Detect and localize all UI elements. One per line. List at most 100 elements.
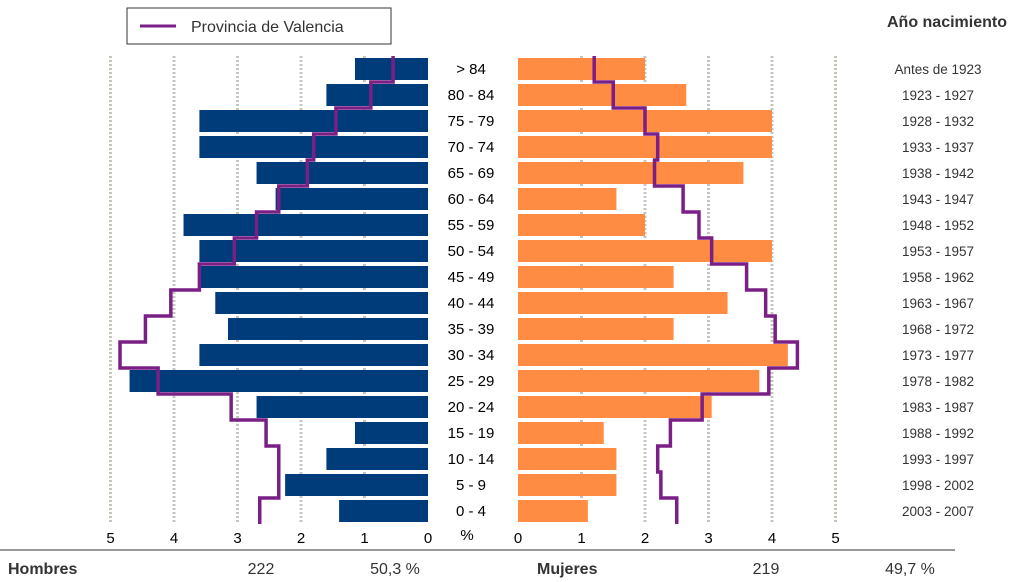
birth-year-label: Antes de 1923 [894, 62, 981, 77]
mujeres-bar [518, 84, 687, 106]
birth-year-label: 1988 - 1992 [902, 426, 974, 441]
x-tick-labels: 5 4 3 2 1 0% 0 1 2 3 4 5 [106, 527, 839, 547]
hombres-bar [183, 214, 428, 236]
province-line-hombres [118, 56, 395, 524]
mujeres-bar [518, 344, 788, 366]
age-label: 5 - 9 [456, 477, 486, 494]
birth-year-label: 1923 - 1927 [902, 88, 974, 103]
age-label: 0 - 4 [456, 503, 486, 520]
mujeres-bar [518, 214, 645, 236]
hombres-bar [199, 240, 428, 262]
age-label: 40 - 44 [448, 295, 495, 312]
x-tick-label: 1 [360, 530, 368, 547]
mujeres-bar [518, 136, 772, 158]
birth-year-label: 1928 - 1932 [902, 114, 974, 129]
mujeres-bar [518, 162, 744, 184]
age-label: > 84 [456, 61, 486, 78]
age-label: 30 - 34 [448, 347, 495, 364]
mujeres-bar [518, 422, 604, 444]
age-label: 10 - 14 [448, 451, 495, 468]
mujeres-count: 219 [753, 561, 780, 578]
mujeres-label: Mujeres [537, 561, 598, 578]
hombres-bar [199, 110, 428, 132]
mujeres-bar [518, 500, 588, 522]
mujeres-bar [518, 396, 712, 418]
birth-year-label: 1963 - 1967 [902, 296, 974, 311]
x-tick-label: 5 [106, 530, 114, 547]
x-tick-label: 5 [831, 530, 839, 547]
x-tick-label: 3 [233, 530, 241, 547]
province-line-mujeres [592, 56, 800, 524]
age-label: 60 - 64 [448, 191, 495, 208]
hombres-bar [275, 188, 428, 210]
age-label: 65 - 69 [448, 165, 495, 182]
legend: Provincia de Valencia [126, 7, 392, 45]
x-tick-label: 2 [297, 530, 305, 547]
birth-year-label: 1968 - 1972 [902, 322, 974, 337]
birth-year-label: 1998 - 2002 [902, 478, 974, 493]
hombres-bar [285, 474, 428, 496]
birth-year-label: 1943 - 1947 [902, 192, 974, 207]
hombres-bar [326, 448, 428, 470]
mujeres-bar [518, 448, 617, 470]
age-label: 55 - 59 [448, 217, 495, 234]
x-tick-label: 0 [514, 530, 522, 547]
birth-year-label: 1953 - 1957 [902, 244, 974, 259]
mujeres-bar [518, 370, 760, 392]
age-label: 35 - 39 [448, 321, 495, 338]
mujeres-bar [518, 188, 617, 210]
age-label: 80 - 84 [448, 87, 495, 104]
age-label: 45 - 49 [448, 269, 495, 286]
age-group-labels: > 84 80 - 84 75 - 79 70 - 74 65 - 69 60 - 64 5… [448, 61, 495, 520]
x-tick-label: 4 [768, 530, 776, 547]
birth-year-label: 1948 - 1952 [902, 218, 974, 233]
mujeres-bar [518, 318, 674, 340]
hombres-pct: 50,3 % [370, 561, 420, 578]
birth-year-label: 1993 - 1997 [902, 452, 974, 467]
hombres-bars [129, 58, 429, 522]
mujeres-bar [518, 292, 728, 314]
hombres-bar [256, 162, 428, 184]
hombres-bar [199, 266, 428, 288]
age-label: 20 - 24 [448, 399, 495, 416]
mujeres-pct: 49,7 % [885, 561, 935, 578]
birth-year-label: 1938 - 1942 [902, 166, 974, 181]
mujeres-bar [518, 266, 674, 288]
birth-year-label: 1973 - 1977 [902, 348, 974, 363]
age-label: 75 - 79 [448, 113, 495, 130]
x-tick-label: 2 [641, 530, 649, 547]
age-label: 70 - 74 [448, 139, 495, 156]
birth-year-label: 1933 - 1937 [902, 140, 974, 155]
x-tick-label: 3 [704, 530, 712, 547]
hombres-bar [227, 318, 428, 340]
mujeres-bar [518, 474, 617, 496]
percent-unit-label: % [460, 527, 473, 544]
age-label: 25 - 29 [448, 373, 495, 390]
legend-label: Provincia de Valencia [191, 19, 344, 36]
birth-year-label: 1978 - 1982 [902, 374, 974, 389]
province-lines [118, 56, 800, 524]
age-label: 50 - 54 [448, 243, 495, 260]
x-tick-label: 1 [577, 530, 585, 547]
hombres-bar [256, 396, 428, 418]
hombres-bar [339, 500, 428, 522]
hombres-bar [354, 422, 428, 444]
age-label: 15 - 19 [448, 425, 495, 442]
mujeres-bar [518, 58, 645, 80]
mujeres-bars [518, 58, 788, 522]
hombres-label: Hombres [8, 561, 77, 578]
birth-year-label: 1983 - 1987 [902, 400, 974, 415]
birth-year-labels: Antes de 1923 1923 - 1927 1928 - 1932 1933 … [894, 62, 981, 519]
hombres-count: 222 [248, 561, 275, 578]
x-tick-label: 0 [424, 530, 432, 547]
birth-year-label: 2003 - 2007 [902, 504, 974, 519]
birth-year-label: 1958 - 1962 [902, 270, 974, 285]
hombres-bar [199, 344, 428, 366]
hombres-bar [326, 84, 428, 106]
hombres-bar [129, 370, 429, 392]
year-header: Año nacimiento [887, 14, 1007, 31]
hombres-bar [215, 292, 428, 314]
mujeres-bar [518, 240, 772, 262]
x-tick-label: 4 [170, 530, 178, 547]
